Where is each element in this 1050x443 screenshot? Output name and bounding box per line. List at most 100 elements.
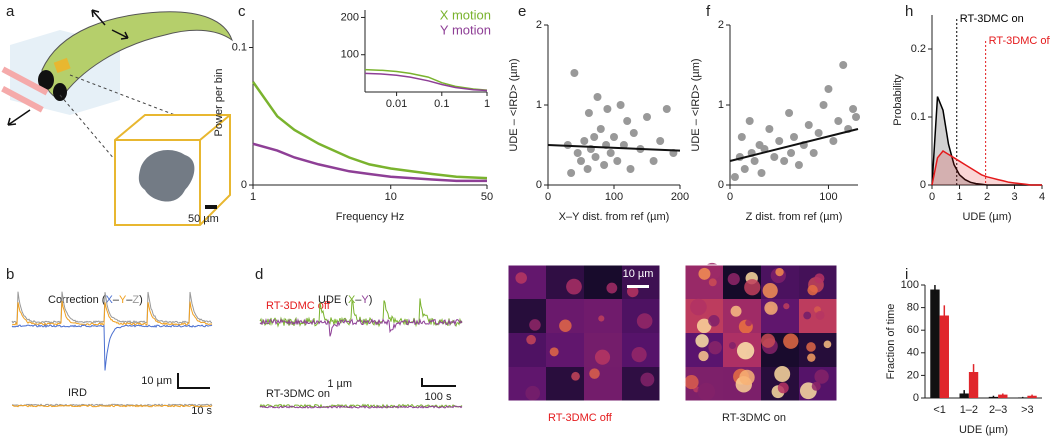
- image-blob: [815, 310, 825, 320]
- scatter-point: [580, 137, 589, 145]
- x-axis-label: UDE (µm): [962, 211, 1011, 223]
- scatter-point: [737, 133, 746, 141]
- series-label: RT-3DMC off: [989, 35, 1050, 47]
- series-line: [931, 150, 1042, 186]
- condition-label: RT-3DMC on: [722, 412, 786, 424]
- image-tile: [799, 333, 837, 367]
- image-blob: [764, 301, 778, 315]
- image-blob: [571, 371, 580, 381]
- scatter-point: [619, 141, 628, 149]
- image-blob: [728, 341, 736, 350]
- scatter-point: [745, 117, 754, 125]
- x-axis-label: Frequency Hz: [336, 211, 404, 223]
- image-blob: [774, 366, 791, 383]
- x-tick-label: 0: [545, 191, 551, 203]
- x-axis-label: Z dist. from ref (µm): [746, 211, 843, 223]
- arrow: [111, 29, 129, 40]
- scatter-point: [603, 105, 612, 113]
- scatter-point: [573, 149, 582, 157]
- image-blob: [598, 315, 605, 322]
- x-tick-label: 2: [984, 191, 990, 203]
- scatter-point: [785, 109, 794, 117]
- x-tick-label: 0: [929, 191, 935, 203]
- scatter-point: [809, 149, 818, 157]
- image-blob: [631, 347, 647, 363]
- image-blob: [566, 278, 582, 295]
- scatter-point: [765, 125, 774, 133]
- series-line: [364, 72, 488, 92]
- x-tick-label: 1–2: [960, 404, 978, 416]
- image-blob: [684, 375, 699, 390]
- y-tick-label: 2: [536, 19, 542, 31]
- condition-label: RT-3DMC off: [266, 300, 331, 312]
- image-blob: [695, 334, 709, 348]
- x-tick-label: <1: [933, 404, 946, 416]
- scatter-point: [750, 157, 759, 165]
- series-line: [364, 68, 488, 91]
- image-blob: [814, 369, 829, 384]
- y-tick-label: 0: [913, 392, 919, 404]
- x-tick-label: 200: [671, 191, 689, 203]
- image-blob: [708, 340, 722, 355]
- scatter-point: [643, 113, 651, 121]
- scatter-point: [626, 165, 635, 173]
- fish-eye: [53, 83, 67, 101]
- y-tick-label: 200: [341, 11, 359, 23]
- scale-label: 1 µm: [327, 378, 352, 390]
- image-blob: [549, 347, 559, 357]
- image-blob: [640, 372, 655, 387]
- condition-label: RT-3DMC off: [548, 412, 613, 424]
- panel-label: c: [238, 3, 246, 20]
- x-tick-label: 100: [605, 191, 623, 203]
- image-blob: [697, 382, 716, 401]
- y-tick-label: 0.1: [232, 41, 247, 53]
- y-tick-label: 1: [536, 99, 542, 111]
- scatter-point: [616, 101, 625, 109]
- image-blob: [529, 319, 541, 331]
- scatter-point: [656, 137, 665, 145]
- x-tick-label: 10: [385, 191, 397, 203]
- imaged-region: [53, 57, 71, 74]
- image-blob: [806, 342, 816, 352]
- scatter-point: [593, 93, 602, 101]
- inset-background: [335, 4, 491, 108]
- y-axis-label: Power per bin: [213, 69, 225, 137]
- image-blob: [762, 282, 778, 299]
- y-tick-label: 0: [920, 179, 926, 191]
- scatter-point: [790, 133, 798, 141]
- scatter-point: [567, 169, 576, 177]
- image-blob: [730, 305, 742, 317]
- image-blob: [698, 267, 711, 280]
- image-blob: [777, 382, 789, 394]
- image-blob: [803, 311, 812, 320]
- zoom-box: [114, 114, 231, 226]
- trace: [11, 323, 213, 371]
- y-tick-label: 0: [718, 179, 724, 191]
- x-tick-label: 3: [1011, 191, 1017, 203]
- scatter-point: [730, 173, 739, 181]
- y-tick-label: 1: [718, 99, 724, 111]
- scatter-point: [839, 61, 848, 69]
- scatter-point: [600, 161, 609, 169]
- y-tick-label: 2: [718, 19, 724, 31]
- image-blob: [783, 303, 790, 310]
- title-part: Y: [119, 294, 127, 306]
- image-blob: [696, 318, 712, 334]
- image-blob: [708, 278, 717, 287]
- trace-label: IRD: [68, 387, 87, 399]
- panel-label: d: [255, 266, 263, 283]
- image-blob: [606, 282, 618, 294]
- scale-label: 100 s: [425, 391, 452, 403]
- image-blob: [823, 340, 832, 349]
- image-blob: [690, 298, 707, 316]
- y-axis-label: Fraction of time: [885, 304, 897, 380]
- scatter-point: [787, 149, 796, 157]
- x-tick-label: 1: [250, 191, 256, 203]
- y-axis-label: UDE – <IRD> (µm): [690, 58, 702, 151]
- bar: [968, 372, 979, 398]
- title-part: UDE (: [318, 294, 348, 306]
- scatter-point: [829, 137, 838, 145]
- panel-label: e: [518, 3, 526, 20]
- series-line: [931, 96, 1042, 186]
